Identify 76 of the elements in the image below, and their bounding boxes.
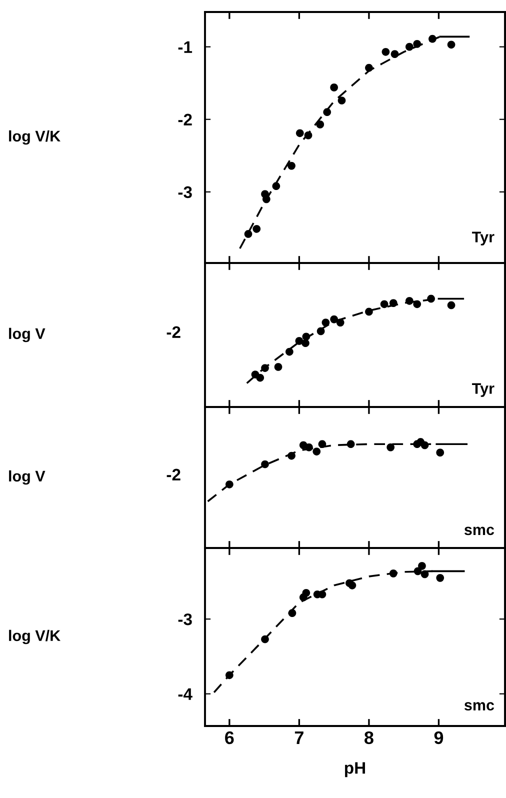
y-axis-title: log V <box>9 470 46 485</box>
point <box>302 332 310 341</box>
point <box>262 195 270 204</box>
text: Tyr <box>472 232 494 246</box>
point <box>285 348 294 356</box>
point <box>418 562 426 570</box>
point <box>261 460 269 468</box>
point <box>330 84 338 92</box>
point <box>427 294 435 303</box>
text: smc <box>464 702 494 711</box>
point <box>304 131 312 140</box>
y-tick-label: -2 <box>178 114 192 126</box>
point <box>348 581 356 590</box>
point <box>305 443 313 452</box>
point <box>413 300 422 308</box>
text: smc <box>464 526 494 536</box>
point <box>252 224 261 233</box>
point <box>322 318 330 326</box>
point <box>318 440 326 448</box>
y-tick-label: -3 <box>178 613 192 626</box>
point <box>365 308 373 316</box>
point <box>330 315 338 324</box>
point <box>346 440 355 448</box>
point <box>288 452 296 460</box>
point <box>225 480 234 488</box>
point <box>405 296 414 305</box>
point <box>261 364 269 372</box>
point <box>288 609 296 617</box>
point <box>338 96 346 104</box>
point <box>323 108 332 116</box>
x-tick-label: 9 <box>434 731 444 744</box>
point <box>295 337 304 345</box>
point <box>256 374 264 382</box>
point <box>299 593 308 602</box>
point <box>288 162 296 170</box>
point <box>436 448 444 457</box>
point <box>389 299 398 307</box>
point <box>420 441 429 450</box>
point <box>382 48 390 56</box>
point <box>447 301 456 310</box>
point <box>316 327 325 336</box>
point <box>365 64 373 72</box>
point <box>428 34 436 43</box>
y-axis-title: log V/K <box>9 630 60 644</box>
point <box>420 570 429 578</box>
point <box>302 339 310 348</box>
point <box>386 443 395 452</box>
point <box>225 671 234 680</box>
x-axis-title: pH <box>344 762 365 778</box>
x-tick-label: 6 <box>225 731 234 744</box>
point <box>414 567 422 576</box>
point <box>244 230 252 238</box>
point <box>390 50 399 58</box>
point <box>336 318 344 326</box>
point <box>296 129 304 138</box>
point <box>413 40 422 48</box>
y-axis-title: log V/K <box>9 130 60 145</box>
point <box>312 448 321 456</box>
point <box>380 300 388 308</box>
point <box>389 570 398 578</box>
y-tick-label: -1 <box>178 41 192 53</box>
x-tick-label: 7 <box>294 732 304 744</box>
text: -2 <box>166 468 180 480</box>
y-tick-label: -3 <box>178 186 192 198</box>
x-tick-label: 8 <box>364 731 374 744</box>
point <box>316 120 324 128</box>
point <box>272 182 280 190</box>
y-tick-label: -4 <box>178 688 192 700</box>
point <box>405 42 414 51</box>
text: Tyr <box>472 383 494 397</box>
text: -2 <box>166 326 180 338</box>
point <box>447 40 456 49</box>
y-axis-title: log V <box>9 328 46 342</box>
point <box>261 635 269 644</box>
point <box>274 363 282 371</box>
point <box>436 574 444 582</box>
